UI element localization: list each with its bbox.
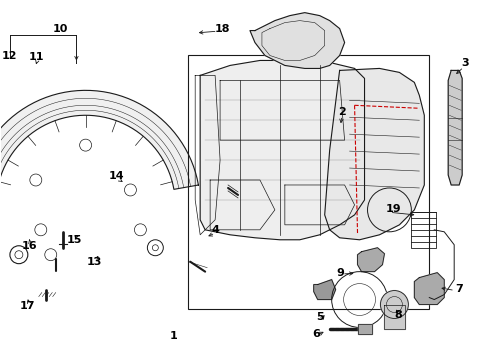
Text: 7: 7 — [454, 284, 462, 294]
Text: 14: 14 — [109, 171, 124, 181]
Text: 12: 12 — [2, 51, 18, 61]
Text: 3: 3 — [460, 58, 468, 68]
Text: 6: 6 — [312, 329, 320, 339]
Text: 9: 9 — [336, 268, 344, 278]
Polygon shape — [0, 90, 198, 189]
Polygon shape — [249, 13, 344, 68]
Text: 11: 11 — [28, 52, 43, 62]
Polygon shape — [200, 60, 364, 240]
Text: 5: 5 — [316, 312, 323, 322]
Circle shape — [380, 291, 407, 319]
Polygon shape — [384, 305, 405, 329]
Bar — [188, 55, 428, 310]
Bar — [357, 324, 371, 334]
Text: 2: 2 — [337, 107, 345, 117]
Bar — [410, 212, 435, 248]
Text: 10: 10 — [53, 24, 68, 34]
Polygon shape — [413, 273, 443, 305]
Text: 1: 1 — [170, 331, 177, 341]
Text: 4: 4 — [211, 225, 219, 235]
Polygon shape — [324, 68, 424, 240]
Text: 17: 17 — [20, 301, 36, 311]
Polygon shape — [313, 280, 335, 300]
Text: 18: 18 — [214, 24, 230, 34]
Text: 8: 8 — [393, 310, 401, 320]
Polygon shape — [357, 248, 384, 272]
Text: 15: 15 — [66, 235, 81, 245]
Text: 13: 13 — [86, 257, 102, 267]
Polygon shape — [447, 71, 461, 185]
Bar — [357, 324, 371, 334]
Text: 16: 16 — [21, 240, 37, 251]
Text: 19: 19 — [385, 204, 400, 215]
